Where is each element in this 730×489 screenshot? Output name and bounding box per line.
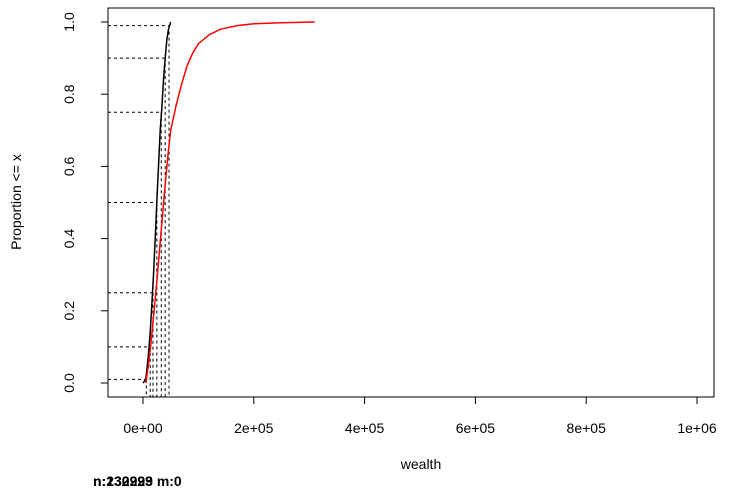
x-tick-label-2: 4e+05 [345,420,385,436]
quantile-guides [108,25,170,397]
x-tick-label-1: 2e+05 [234,420,274,436]
footnote-a: n:230293 [93,473,153,489]
series-line-0 [142,21,172,384]
plot-frame [107,7,715,398]
y-axis: 0.0 0.2 0.4 0.6 0.8 1.0 [61,12,109,393]
y-tick-label-5: 1.0 [61,12,77,32]
x-axis-title: wealth [400,456,441,472]
x-tick-label-5: 1e+06 [677,420,717,436]
series-line-1 [145,21,315,384]
y-axis-title: Proportion <= x [8,154,24,250]
series-lines [142,21,315,384]
x-tick-label-4: 8e+05 [567,420,607,436]
y-tick-label-2: 0.4 [61,229,77,249]
footnote-b: n:132929 m:0 [93,473,182,489]
y-tick-label-4: 0.8 [61,84,77,104]
x-tick-label-0: 0e+00 [123,420,163,436]
x-axis: 0e+00 2e+05 4e+05 6e+05 8e+05 1e+06 [123,396,717,436]
y-tick-label-3: 0.6 [61,156,77,176]
y-tick-label-0: 0.0 [61,373,77,393]
x-tick-label-3: 6e+05 [456,420,496,436]
y-tick-label-1: 0.2 [61,301,77,321]
